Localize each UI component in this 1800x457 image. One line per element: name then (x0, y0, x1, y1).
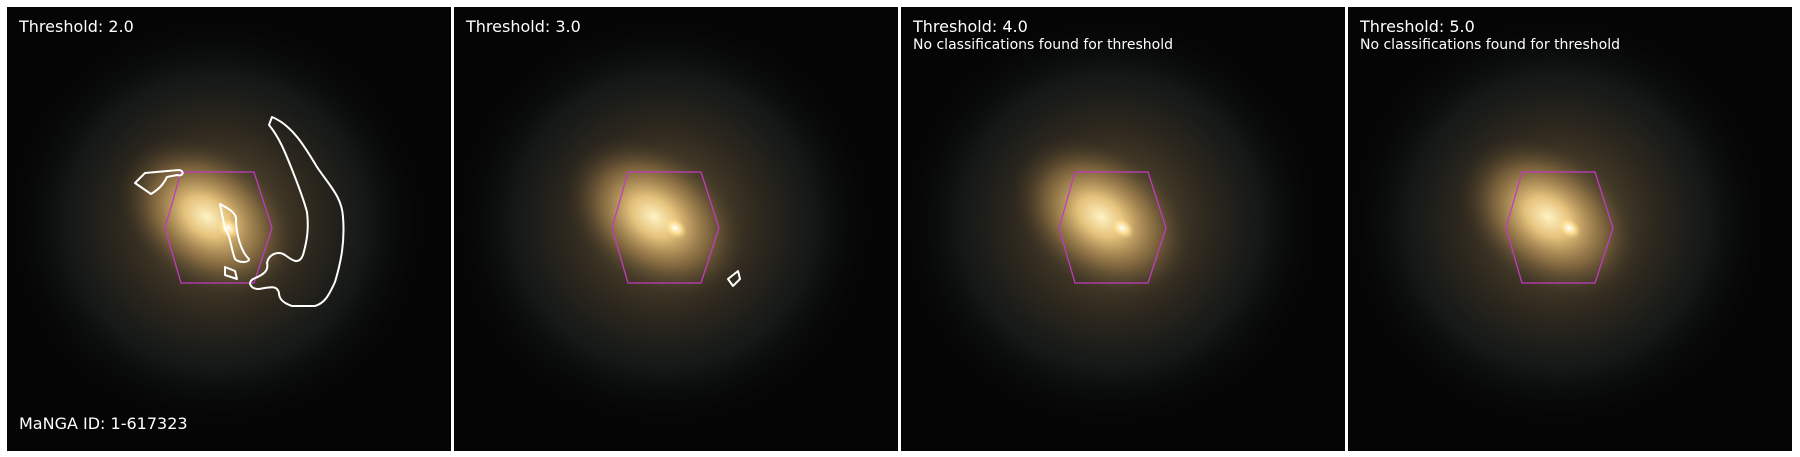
threshold-label: Threshold: 4.0 (913, 17, 1028, 36)
classification-contours (727, 270, 741, 287)
galaxy-image (1348, 7, 1792, 451)
threshold-label: Threshold: 3.0 (466, 17, 581, 36)
galaxy-panel-threshold-2: Threshold: 2.0 MaNGA ID: 1-617323 (7, 7, 451, 451)
ifu-hexagon (164, 171, 273, 284)
manga-id-label: MaNGA ID: 1-617323 (19, 414, 188, 433)
galaxy-image (454, 7, 898, 451)
threshold-label: Threshold: 5.0 (1360, 17, 1475, 36)
galaxy-panel-threshold-5: Threshold: 5.0 No classifications found … (1348, 7, 1792, 451)
ifu-hexagon (611, 171, 720, 284)
threshold-label: Threshold: 2.0 (19, 17, 134, 36)
classification-contours (134, 116, 345, 307)
no-classifications-note: No classifications found for threshold (913, 37, 1173, 53)
ifu-hexagon (1058, 171, 1167, 284)
galaxy-panel-threshold-3: Threshold: 3.0 (454, 7, 898, 451)
galaxy-image (901, 7, 1345, 451)
galaxy-image (7, 7, 451, 451)
no-classifications-note: No classifications found for threshold (1360, 37, 1620, 53)
galaxy-panel-threshold-4: Threshold: 4.0 No classifications found … (901, 7, 1345, 451)
ifu-hexagon (1505, 171, 1614, 284)
